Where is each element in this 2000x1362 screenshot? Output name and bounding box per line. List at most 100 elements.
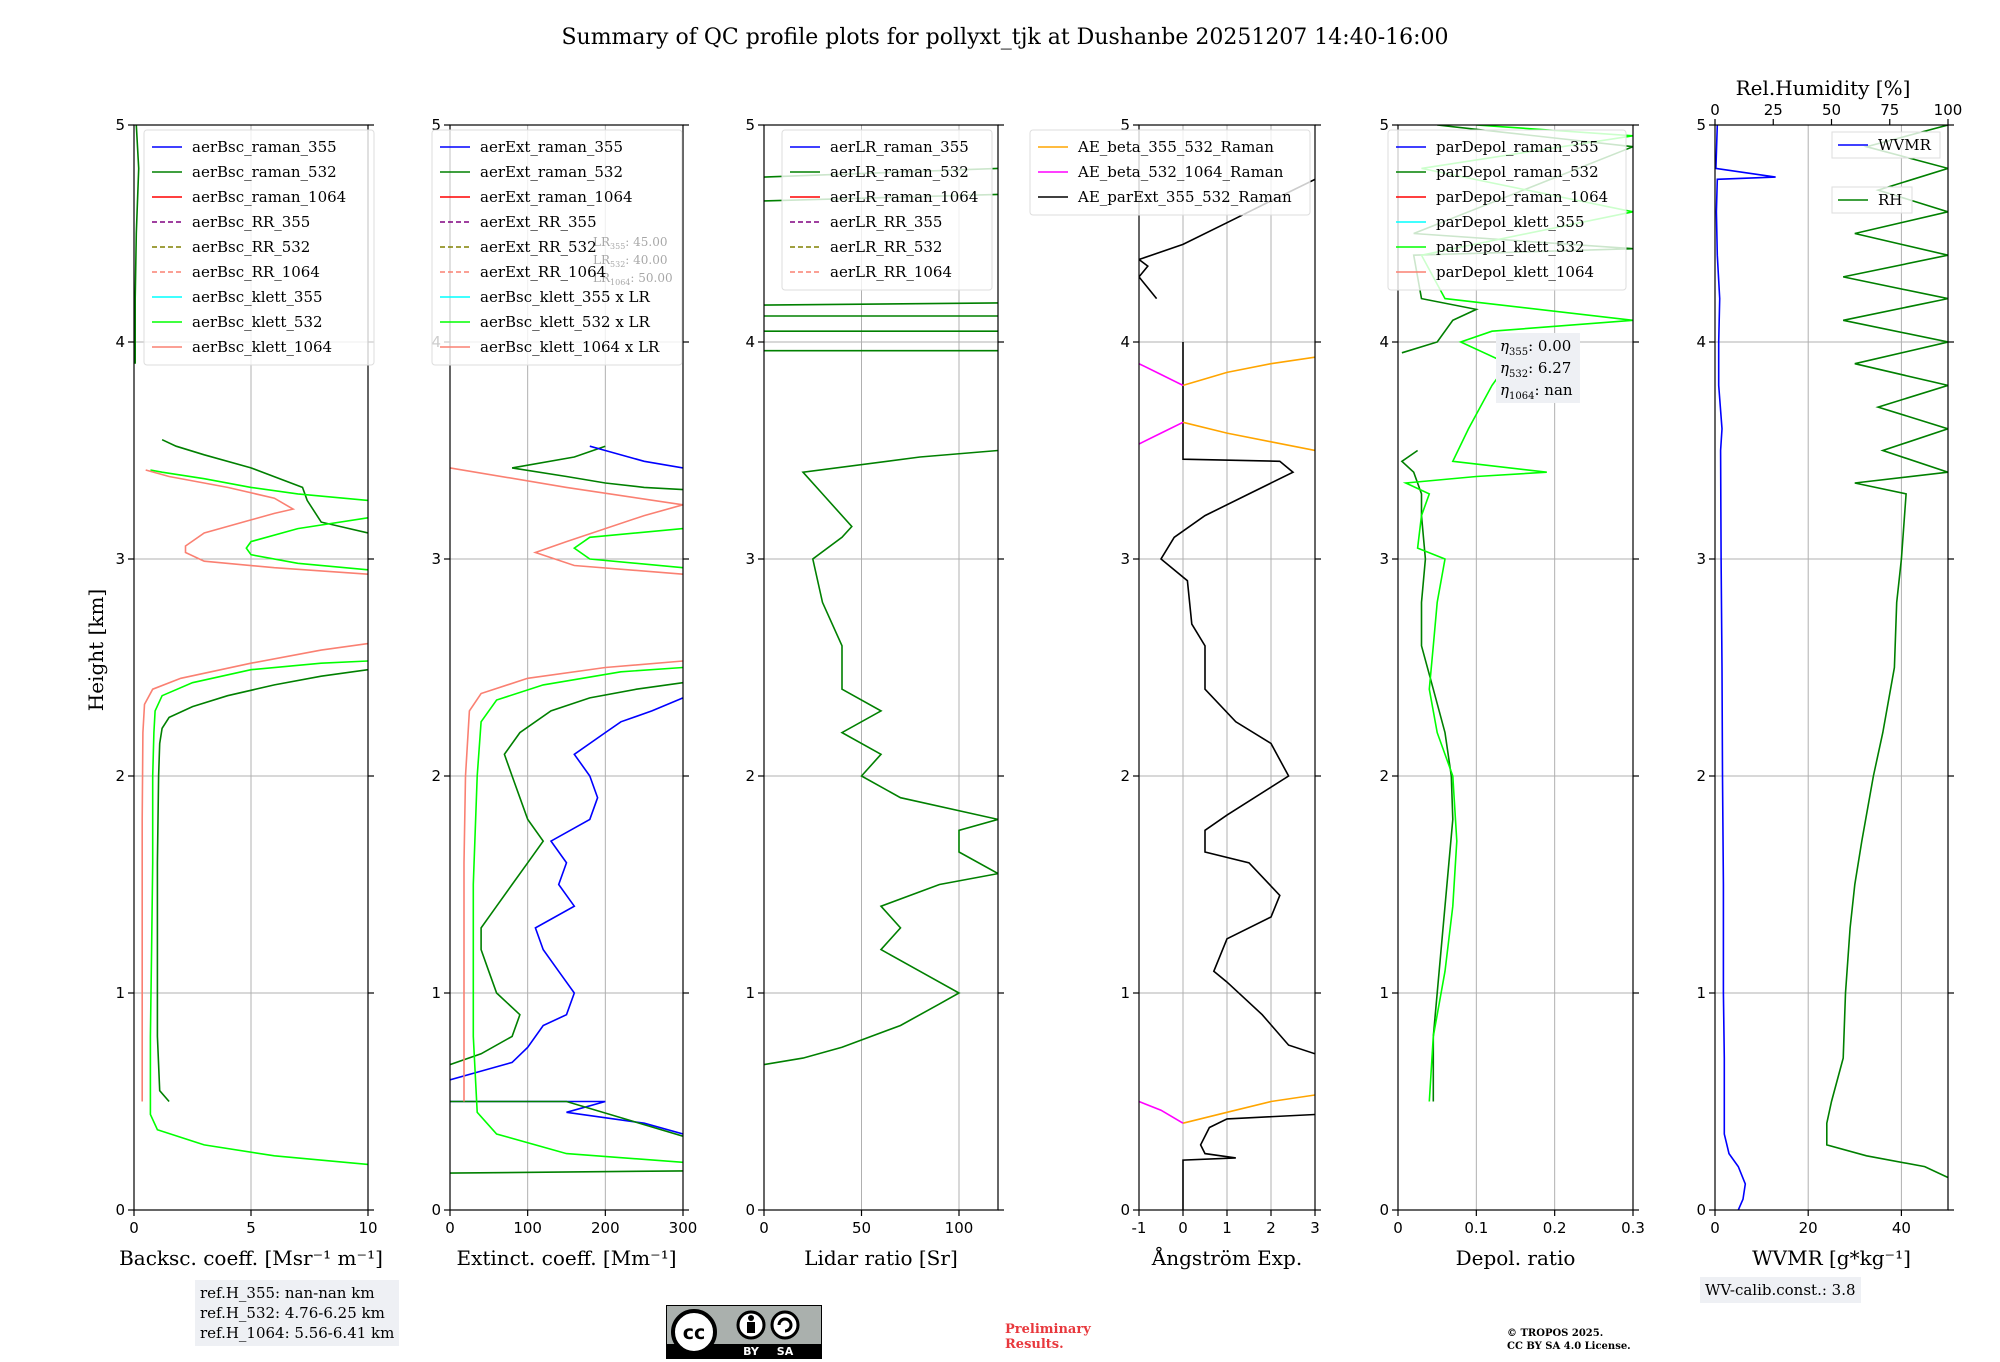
y-tick-label: 3 <box>1379 550 1389 568</box>
axes-frame <box>1714 124 1949 1211</box>
x-tick-label: 0.3 <box>1621 1219 1645 1237</box>
series-ae-beta-355-532-raman-low <box>1182 1094 1315 1124</box>
legend-label: aerBsc_RR_1064 <box>192 263 320 281</box>
legend-label: aerBsc_RR_355 <box>192 213 310 231</box>
panel-extinction: 0100200300012345Extinct. coeff. [Mm⁻¹]ae… <box>431 116 697 1270</box>
x-tick-label: 0.2 <box>1543 1219 1567 1237</box>
y-tick-label: 4 <box>1379 333 1389 351</box>
cc-license-badge: cc BY SA <box>666 1305 822 1359</box>
legend-wvmr: WVMR <box>1831 131 1941 159</box>
legend-box <box>431 129 683 366</box>
x-tick-label: 0 <box>129 1219 139 1237</box>
y-tick-label: 2 <box>1120 767 1130 785</box>
series-aerlr-raman-532 <box>764 449 998 1066</box>
y-tick-label: 0 <box>1696 1201 1706 1219</box>
panel-backscatter: 0 5 10 0 1 2 3 4 5 Backsc. coeff. [Msr⁻¹ m⁻¹] aerB… <box>115 116 382 1270</box>
series-aerext-base <box>450 1170 683 1174</box>
preliminary-line-1: Preliminary <box>1005 1322 1091 1337</box>
lr-faded-1064: LR1064: 50.00 <box>593 271 673 287</box>
reference-heights-box: ref.H_355: nan-nan km ref.H_532: 4.76-6.2… <box>195 1280 400 1346</box>
series-aerext-raman-532-upper <box>511 445 683 491</box>
legend-label: aerExt_raman_355 <box>480 138 623 156</box>
lr-faded-532: LR532: 40.00 <box>593 253 668 269</box>
x-tick-label: 100 <box>945 1219 974 1237</box>
y-tick-label: 4 <box>115 333 125 351</box>
legend-label: aerBsc_klett_1064 x LR <box>480 338 660 356</box>
legend-label: aerBsc_klett_532 <box>192 313 323 331</box>
y-tick-label: 5 <box>1696 116 1706 134</box>
legend-label: RH <box>1878 191 1902 209</box>
lr-faded-annotation: LR355: 45.00 LR532: 40.00 LR1064: 50.00 <box>593 235 673 287</box>
y-tick-label: 0 <box>1120 1201 1130 1219</box>
series-pardepol-klett-532 <box>1402 125 1633 1102</box>
y-tick-label: 4 <box>745 333 755 351</box>
legend-extinction: aerExt_raman_355 aerExt_raman_532 aerExt_r… <box>431 129 683 366</box>
copyright-note: © TROPOS 2025. CC BY SA 4.0 License. <box>1507 1327 1631 1353</box>
legend-box <box>143 129 375 366</box>
x-tick-label: 200 <box>591 1219 620 1237</box>
legend-label: aerLR_raman_532 <box>830 163 969 181</box>
panel-depol: 0 0.1 0.2 0.3 0 1 2 3 4 5 Depol. ratio parDepol_ram… <box>1379 116 1644 1270</box>
y-tick-label: 4 <box>1120 333 1130 351</box>
x-axis-label: WVMR [g*kg⁻¹] <box>1752 1246 1911 1270</box>
y-tick-label: 2 <box>745 767 755 785</box>
y-tick-label: 5 <box>1120 116 1130 134</box>
copyright-line-2: CC BY SA 4.0 License. <box>1507 1341 1631 1352</box>
preliminary-line-2: Results. <box>1005 1337 1064 1352</box>
legend-box <box>1387 129 1627 291</box>
y-tick-label: 5 <box>745 116 755 134</box>
series-aerbsc-raman-532-top <box>134 125 140 364</box>
series-aerbsc-klett-532-lr <box>472 666 683 1164</box>
share-alike-icon <box>770 1310 800 1340</box>
x-axis-label: Lidar ratio [Sr] <box>804 1246 958 1270</box>
legend-angstrom: AE_beta_355_532_Raman AE_beta_532_1064_Ra… <box>1029 129 1311 216</box>
x-tick-label: 0 <box>759 1219 769 1237</box>
legend-label: WVMR <box>1878 136 1932 154</box>
x-axis-label: Extinct. coeff. [Mm⁻¹] <box>456 1246 676 1270</box>
y-tick-label: 0 <box>1379 1201 1389 1219</box>
y-tick-label: 3 <box>745 550 755 568</box>
x-axis-label: Depol. ratio <box>1456 1246 1576 1270</box>
chart-panels: 0 5 100 1 2 3 4 5 Backsc. coeff. [Msr⁻¹ m⁻¹] aerB… <box>115 101 1962 1270</box>
eta-355: η355: 0.00 <box>1500 337 1571 358</box>
rh-tick-label: 25 <box>1764 101 1783 119</box>
legend-label: parDepol_raman_355 <box>1436 138 1599 156</box>
x-tick-label: 0 <box>1710 1219 1720 1237</box>
legend-label: aerExt_RR_355 <box>480 213 597 231</box>
lr-faded-355: LR355: 45.00 <box>593 235 668 251</box>
cc-icon <box>671 1309 717 1355</box>
legend-rh: RH <box>1831 186 1913 214</box>
y-axis-label: Height [km] <box>84 589 108 711</box>
series-aerext-raman-532 <box>450 681 683 1066</box>
ref-height-1064: ref.H_1064: 5.56-6.41 km <box>200 1324 395 1342</box>
y-tick-label: 2 <box>115 767 125 785</box>
series-ae-parext-355-532-raman-main <box>1159 342 1315 1055</box>
x-tick-label: 0 <box>1178 1219 1188 1237</box>
x-axis-label: Backsc. coeff. [Msr⁻¹ m⁻¹] <box>119 1246 383 1270</box>
y-tick-label: 5 <box>1379 116 1389 134</box>
x-tick-label: 50 <box>852 1219 871 1237</box>
series-aerext-low-532 <box>450 1100 683 1137</box>
legend-label: parDepol_klett_355 <box>1436 213 1585 231</box>
y-tick-label: 2 <box>431 767 441 785</box>
legend-label: aerBsc_klett_355 <box>192 288 323 306</box>
x-tick-label: 5 <box>246 1219 256 1237</box>
legend-label: AE_beta_355_532_Raman <box>1077 138 1274 156</box>
rh-tick-label: 100 <box>1934 101 1963 119</box>
y-tick-label: 0 <box>745 1201 755 1219</box>
y-tick-label: 5 <box>115 116 125 134</box>
series-aerlr-raman-532-top4 <box>764 302 998 306</box>
y-tick-label: 1 <box>115 984 125 1002</box>
legend-label: parDepol_raman_532 <box>1436 163 1599 181</box>
y-tick-label: 3 <box>1696 550 1706 568</box>
legend-label: aerLR_raman_1064 <box>830 188 978 206</box>
series-aerbsc-raman-532-upper <box>161 438 368 534</box>
legend-box <box>781 129 993 291</box>
panel-lidar_ratio: 0 50 100 0 1 2 3 4 5 Lidar ratio [Sr] aerLR_raman_… <box>745 116 1004 1270</box>
legend-label: aerLR_RR_355 <box>830 213 942 231</box>
legend-label: aerExt_RR_1064 <box>480 263 606 281</box>
legend-label: aerLR_RR_532 <box>830 238 942 256</box>
series-ae-beta-355-532-raman-hi <box>1182 356 1315 387</box>
eta-1064: η1064: nan <box>1500 381 1573 402</box>
